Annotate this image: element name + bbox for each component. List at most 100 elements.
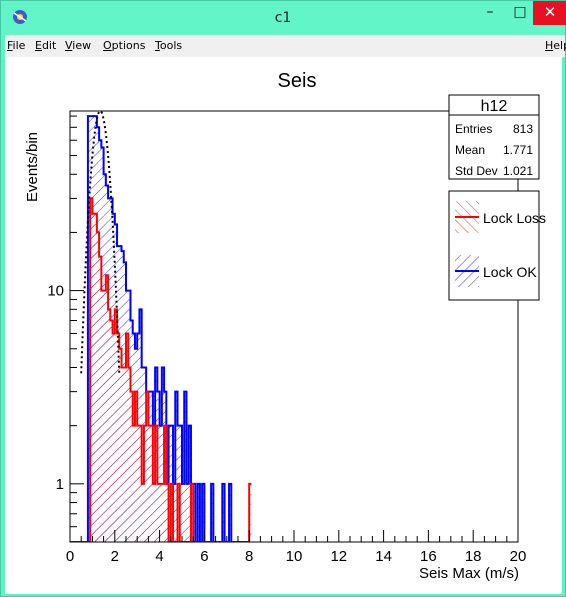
bar-lock-loss [161,483,165,542]
bar-lock-loss [90,198,93,542]
bar-lock-loss [141,483,144,542]
bar-lock-loss [123,367,126,542]
bar-lock-loss [92,213,95,542]
bar-lock-loss [119,348,122,542]
histogram-chart: Seis 0 2 4 6 8 10 12 14 16 18 20 1 10 Events/bin Sei… [24,70,546,582]
bar-lock-loss [134,391,138,542]
bar-lock-ok [173,483,176,542]
x-tick-label: 16 [420,548,437,565]
x-tick-label: 12 [330,548,347,565]
menu-help[interactable]: Help [545,39,566,52]
legend-entry-lock-loss: Lock Loss [455,201,546,233]
bar-lock-ok [197,483,200,542]
window-title: c1 [274,10,292,26]
bar-lock-loss [126,333,129,542]
outline-lock-loss [70,197,252,542]
stats-box: h12 Entries 813 Mean 1.771 Std Dev 1.021 [448,94,540,180]
bar-lock-loss [249,483,252,542]
legend: Lock Loss Lock OK [448,190,546,301]
menu-options[interactable]: Options [103,39,146,52]
bar-lock-loss [170,483,174,542]
stats-entries-label: Entries [455,122,492,136]
bar-lock-ok [182,483,185,542]
outline-lock-ok [70,115,243,542]
x-tick-label: 0 [66,548,74,565]
fit-curve [80,111,121,374]
y-axis-label: Events/bin [24,132,41,202]
menu-tools[interactable]: Tools [155,39,183,52]
maximize-button[interactable]: □ [513,4,527,20]
bar-lock-loss [150,425,153,542]
legend-entry-lock-ok: Lock OK [455,255,537,287]
root-app-icon [13,10,27,24]
x-tick-label: 6 [200,548,208,565]
bar-lock-loss [103,290,106,542]
bar-lock-loss [94,213,97,542]
bar-lock-loss [166,483,169,542]
bar-lock-ok [202,483,205,542]
menu-bar: File Edit View Options Tools Help [5,35,566,57]
x-tick-label: 4 [155,548,163,565]
bar-lock-loss [128,367,131,542]
title-bar[interactable]: c1 – □ ✕ [1,1,566,35]
bar-lock-loss [164,425,167,542]
bar-lock-loss [155,425,158,542]
bar-lock-ok [141,367,144,542]
close-button[interactable]: ✕ [533,1,566,25]
bar-lock-ok [179,425,182,542]
x-tick-label: 20 [510,548,527,565]
bar-lock-ok [211,483,214,542]
stats-mean-value: 1.771 [503,143,533,157]
bar-lock-loss [96,232,100,542]
legend-label-lock-loss: Lock Loss [483,210,546,226]
bar-lock-loss [159,483,162,542]
bar-lock-loss [121,367,124,542]
bar-lock-ok [222,483,225,542]
x-axis-label: Seis Max (m/s) [419,565,519,582]
bar-lock-ok [188,425,191,542]
bar-lock-loss [137,425,140,542]
bar-lock-loss [148,425,151,542]
x-tick-label: 8 [245,548,253,565]
bar-lock-loss [130,391,133,542]
bar-lock-loss [157,483,160,542]
bar-lock-loss [112,333,115,542]
bar-lock-loss [146,391,149,542]
bar-lock-loss [101,290,104,542]
y-tick-label: 10 [47,283,64,300]
stats-stddev-value: 1.021 [503,164,533,178]
legend-label-lock-ok: Lock OK [483,264,537,280]
chart-title: Seis [278,70,317,92]
bar-lock-ok [161,367,165,542]
bar-lock-ok [184,391,187,542]
bar-lock-loss [177,483,180,542]
menu-view[interactable]: View [65,39,92,52]
bar-lock-ok [168,425,171,542]
bar-lock-loss [143,425,147,542]
x-tick-label: 18 [465,548,482,565]
x-tick-label: 14 [375,548,392,565]
bar-lock-loss [190,483,194,542]
bar-lock-loss [108,309,111,542]
root-canvas[interactable]: Seis 0 2 4 6 8 10 12 14 16 18 20 1 10 Events/bin Sei… [5,57,562,594]
x-tick-label: 2 [111,548,119,565]
menu-file[interactable]: File [7,39,26,52]
bar-lock-loss [117,333,120,542]
bar-lock-loss [132,425,135,542]
minimize-button[interactable]: – [486,4,494,20]
x-tick-label: 10 [286,548,303,565]
menu-edit[interactable]: Edit [35,39,57,52]
bar-lock-ok [157,391,160,542]
y-tick-label: 1 [56,476,64,493]
bar-lock-ok [87,116,91,542]
bar-lock-loss [105,275,109,542]
bar-lock-loss [139,425,142,542]
bar-lock-ok [186,483,189,542]
series-lock-loss [70,197,252,542]
bar-lock-loss [110,320,113,542]
bar-lock-loss [99,256,102,542]
bar-lock-loss [114,309,118,542]
bar-lock-ok [175,391,178,542]
bar-lock-ok [229,483,232,542]
